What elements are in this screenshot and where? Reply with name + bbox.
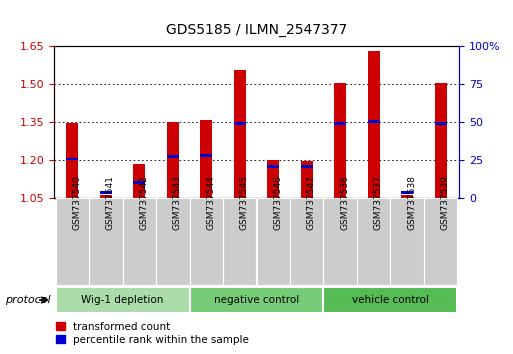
Text: Wig-1 depletion: Wig-1 depletion [82, 295, 164, 305]
Text: GSM737546: GSM737546 [273, 175, 282, 230]
Bar [189, 287, 324, 313]
Bar [234, 70, 246, 198]
Text: GDS5185 / ILMN_2547377: GDS5185 / ILMN_2547377 [166, 23, 347, 37]
Bar [256, 198, 290, 285]
Bar [189, 198, 223, 285]
Text: GSM737538: GSM737538 [407, 175, 416, 230]
Bar [123, 198, 156, 285]
Text: GSM737547: GSM737547 [307, 175, 315, 230]
Text: GSM737540: GSM737540 [72, 175, 81, 230]
Bar [334, 122, 346, 125]
Bar [100, 195, 112, 198]
Bar [267, 165, 279, 168]
Text: GSM737541: GSM737541 [106, 175, 115, 230]
Bar [334, 83, 346, 198]
Text: vehicle control: vehicle control [352, 295, 429, 305]
Bar [167, 155, 179, 158]
Bar [201, 154, 212, 157]
Text: GSM737542: GSM737542 [139, 175, 148, 230]
Bar [390, 198, 424, 285]
Bar [401, 195, 413, 198]
Text: GSM737536: GSM737536 [340, 175, 349, 230]
Bar [234, 122, 246, 125]
Bar [55, 198, 89, 285]
Bar [201, 120, 212, 198]
Bar [324, 198, 357, 285]
Bar [133, 181, 145, 183]
Bar [401, 192, 413, 194]
Legend: transformed count, percentile rank within the sample: transformed count, percentile rank withi… [51, 317, 253, 349]
Bar [290, 198, 324, 285]
Bar [435, 122, 447, 125]
Bar [89, 198, 123, 285]
Bar [133, 164, 145, 198]
Bar [167, 122, 179, 198]
Text: GSM737543: GSM737543 [173, 175, 182, 230]
Bar [100, 192, 112, 194]
Bar [223, 198, 256, 285]
Bar [301, 161, 312, 198]
Bar [324, 287, 458, 313]
Text: negative control: negative control [214, 295, 299, 305]
Bar [66, 158, 78, 160]
Bar [156, 198, 189, 285]
Bar [267, 160, 279, 198]
Text: GSM737537: GSM737537 [374, 175, 383, 230]
Text: GSM737539: GSM737539 [441, 175, 450, 230]
Bar [435, 83, 447, 198]
Bar [66, 124, 78, 198]
Text: GSM737544: GSM737544 [206, 175, 215, 230]
Bar [368, 120, 380, 123]
Bar [357, 198, 390, 285]
Text: GSM737545: GSM737545 [240, 175, 249, 230]
Bar [368, 51, 380, 198]
Text: protocol: protocol [5, 295, 51, 305]
Bar [301, 165, 312, 168]
Bar [424, 198, 458, 285]
Bar [55, 287, 189, 313]
